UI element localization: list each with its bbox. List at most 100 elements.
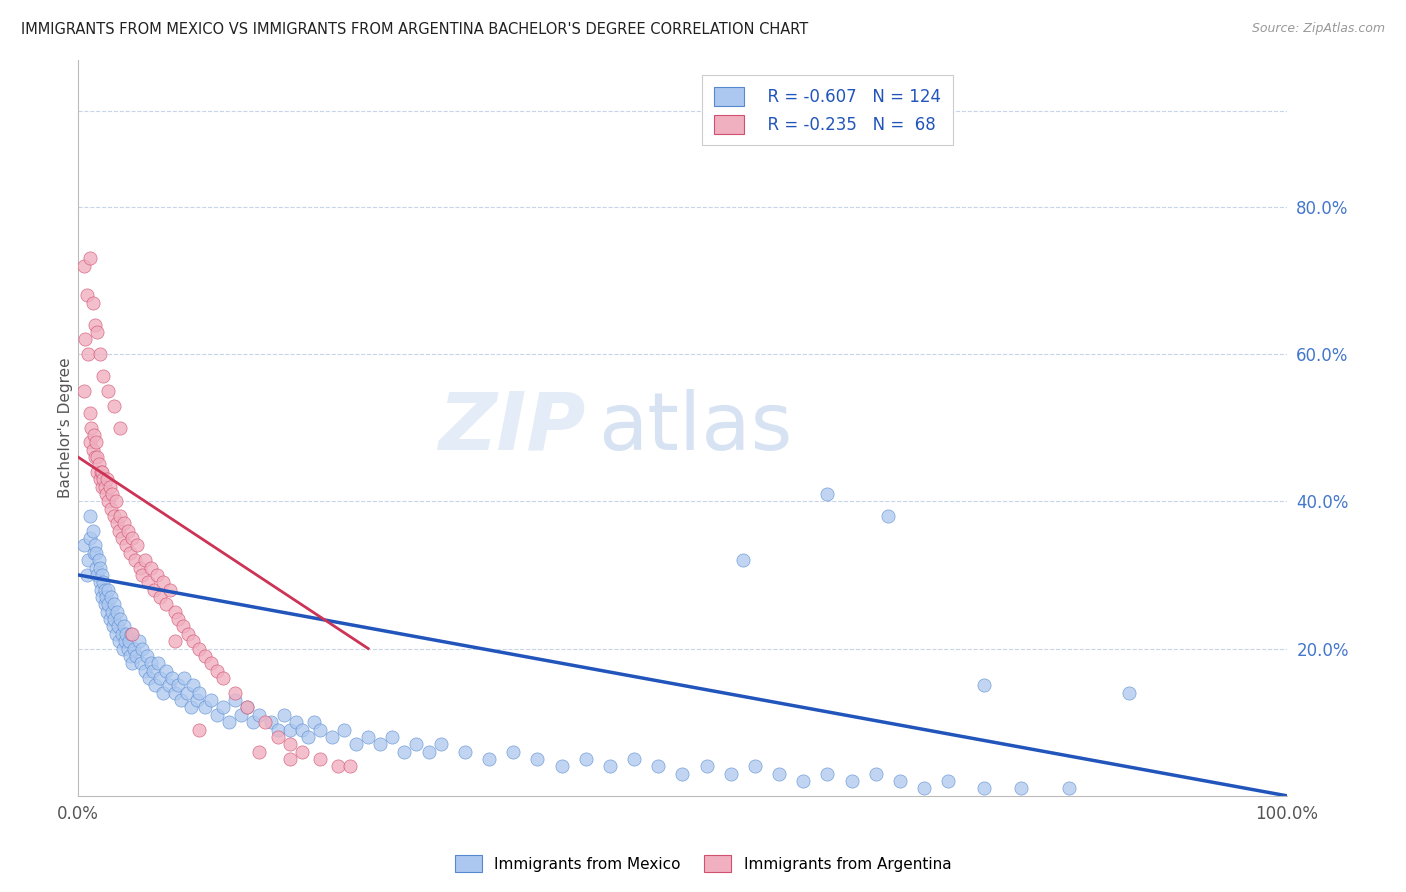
Point	[720, 766, 742, 780]
Point	[224, 693, 246, 707]
Point	[744, 759, 766, 773]
Point	[302, 715, 325, 730]
Point	[129, 657, 152, 671]
Point	[478, 752, 501, 766]
Point	[155, 598, 177, 612]
Point	[186, 693, 208, 707]
Point	[889, 774, 911, 789]
Point	[212, 700, 235, 714]
Point	[308, 723, 330, 737]
Point	[110, 612, 132, 626]
Point	[418, 745, 440, 759]
Point	[623, 752, 645, 766]
Point	[157, 678, 180, 692]
Point	[114, 634, 136, 648]
Point	[131, 641, 153, 656]
Point	[231, 707, 253, 722]
Point	[75, 332, 97, 346]
Point	[76, 568, 98, 582]
Point	[205, 664, 228, 678]
Point	[105, 605, 128, 619]
Point	[120, 627, 142, 641]
Point	[291, 745, 314, 759]
Point	[152, 686, 174, 700]
Point	[247, 745, 270, 759]
Point	[865, 766, 887, 780]
Point	[146, 657, 169, 671]
Point	[973, 781, 995, 796]
Point	[912, 781, 935, 796]
Point	[121, 531, 143, 545]
Point	[97, 598, 120, 612]
Point	[100, 501, 122, 516]
Point	[101, 487, 124, 501]
Point	[115, 539, 138, 553]
Point	[599, 759, 621, 773]
Point	[83, 546, 105, 560]
Point	[73, 259, 96, 273]
Point	[149, 671, 172, 685]
Point	[115, 627, 138, 641]
Point	[101, 605, 124, 619]
Point	[792, 774, 814, 789]
Point	[122, 641, 145, 656]
Point	[671, 766, 693, 780]
Point	[90, 582, 112, 597]
Point	[121, 627, 143, 641]
Point	[117, 524, 139, 538]
Point	[103, 598, 125, 612]
Point	[97, 384, 120, 398]
Point	[149, 590, 172, 604]
Point	[91, 479, 114, 493]
Point	[405, 737, 427, 751]
Point	[139, 657, 162, 671]
Point	[181, 634, 204, 648]
Point	[326, 759, 349, 773]
Point	[254, 715, 277, 730]
Text: ZIP: ZIP	[439, 389, 586, 467]
Point	[125, 648, 148, 663]
Point	[87, 553, 110, 567]
Point	[82, 295, 104, 310]
Point	[297, 730, 319, 744]
Point	[194, 648, 217, 663]
Text: atlas: atlas	[598, 389, 792, 467]
Point	[173, 671, 195, 685]
Point	[104, 627, 127, 641]
Point	[841, 774, 863, 789]
Point	[97, 494, 120, 508]
Point	[93, 472, 115, 486]
Point	[179, 700, 201, 714]
Point	[167, 612, 190, 626]
Point	[1010, 781, 1032, 796]
Point	[94, 487, 117, 501]
Point	[87, 458, 110, 472]
Point	[110, 420, 132, 434]
Point	[93, 575, 115, 590]
Point	[93, 479, 115, 493]
Point	[224, 686, 246, 700]
Point	[76, 553, 98, 567]
Point	[84, 539, 107, 553]
Point	[93, 598, 115, 612]
Point	[86, 450, 108, 464]
Point	[91, 590, 114, 604]
Point	[73, 539, 96, 553]
Point	[79, 531, 101, 545]
Point	[91, 568, 114, 582]
Point	[79, 508, 101, 523]
Point	[89, 347, 111, 361]
Legend: Immigrants from Mexico, Immigrants from Argentina: Immigrants from Mexico, Immigrants from …	[447, 847, 959, 880]
Point	[163, 634, 186, 648]
Point	[321, 730, 343, 744]
Point	[145, 678, 167, 692]
Point	[80, 420, 103, 434]
Point	[278, 752, 301, 766]
Point	[188, 641, 211, 656]
Point	[101, 619, 124, 633]
Point	[1057, 781, 1080, 796]
Point	[118, 634, 141, 648]
Point	[103, 612, 125, 626]
Point	[155, 664, 177, 678]
Point	[110, 508, 132, 523]
